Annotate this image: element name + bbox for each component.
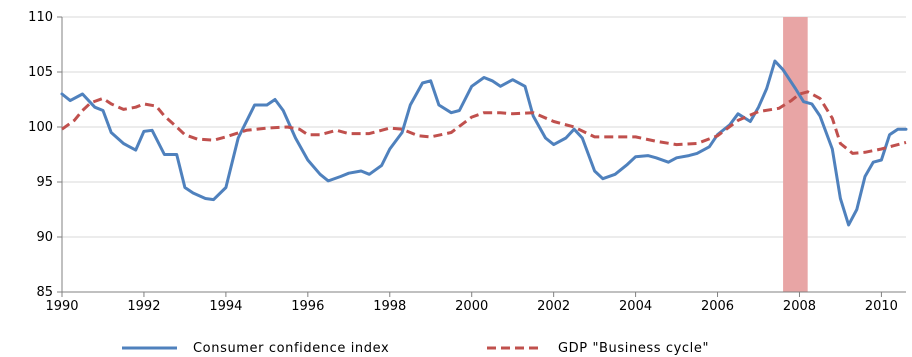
x-tick-label-2010: 2010 xyxy=(865,299,898,314)
y-tick-label-90: 90 xyxy=(36,230,53,245)
x-tick-label-1990: 1990 xyxy=(45,299,78,314)
recession-band xyxy=(783,17,808,292)
gridlines xyxy=(62,16,906,238)
y-tick-label-95: 95 xyxy=(36,175,53,190)
y-tick-label-105: 105 xyxy=(28,65,53,80)
y-tick-label-100: 100 xyxy=(28,120,53,135)
recession-band-layer xyxy=(783,17,808,292)
series-line-consumer-confidence xyxy=(60,59,908,227)
legend-label-gdp-business-cycle: GDP "Business cycle" xyxy=(558,341,709,356)
x-tick-label-2006: 2006 xyxy=(701,299,734,314)
x-tick-label-2004: 2004 xyxy=(619,299,652,314)
y-tick-label-110: 110 xyxy=(28,10,53,25)
x-tick-label-1994: 1994 xyxy=(209,299,242,314)
series-lines xyxy=(60,59,908,227)
legend-label-consumer-confidence: Consumer confidence index xyxy=(193,341,389,356)
series-line-gdp-business-cycle xyxy=(61,90,907,155)
x-tick-label-1996: 1996 xyxy=(291,299,324,314)
y-tick-label-85: 85 xyxy=(36,285,53,300)
x-tick-label-2002: 2002 xyxy=(537,299,570,314)
x-tick-label-2008: 2008 xyxy=(783,299,816,314)
x-tick-label-2000: 2000 xyxy=(455,299,488,314)
y-tick-labels: 85 90 95 100 105 110 xyxy=(28,10,53,300)
x-tick-label-1992: 1992 xyxy=(127,299,160,314)
x-tick-label-1998: 1998 xyxy=(373,299,406,314)
axes xyxy=(57,16,906,297)
x-tick-labels: 1990 1992 1994 1996 1998 2000 2002 2004 2006 2008… xyxy=(45,299,898,314)
legend: Consumer confidence index GDP "Business … xyxy=(122,341,709,356)
